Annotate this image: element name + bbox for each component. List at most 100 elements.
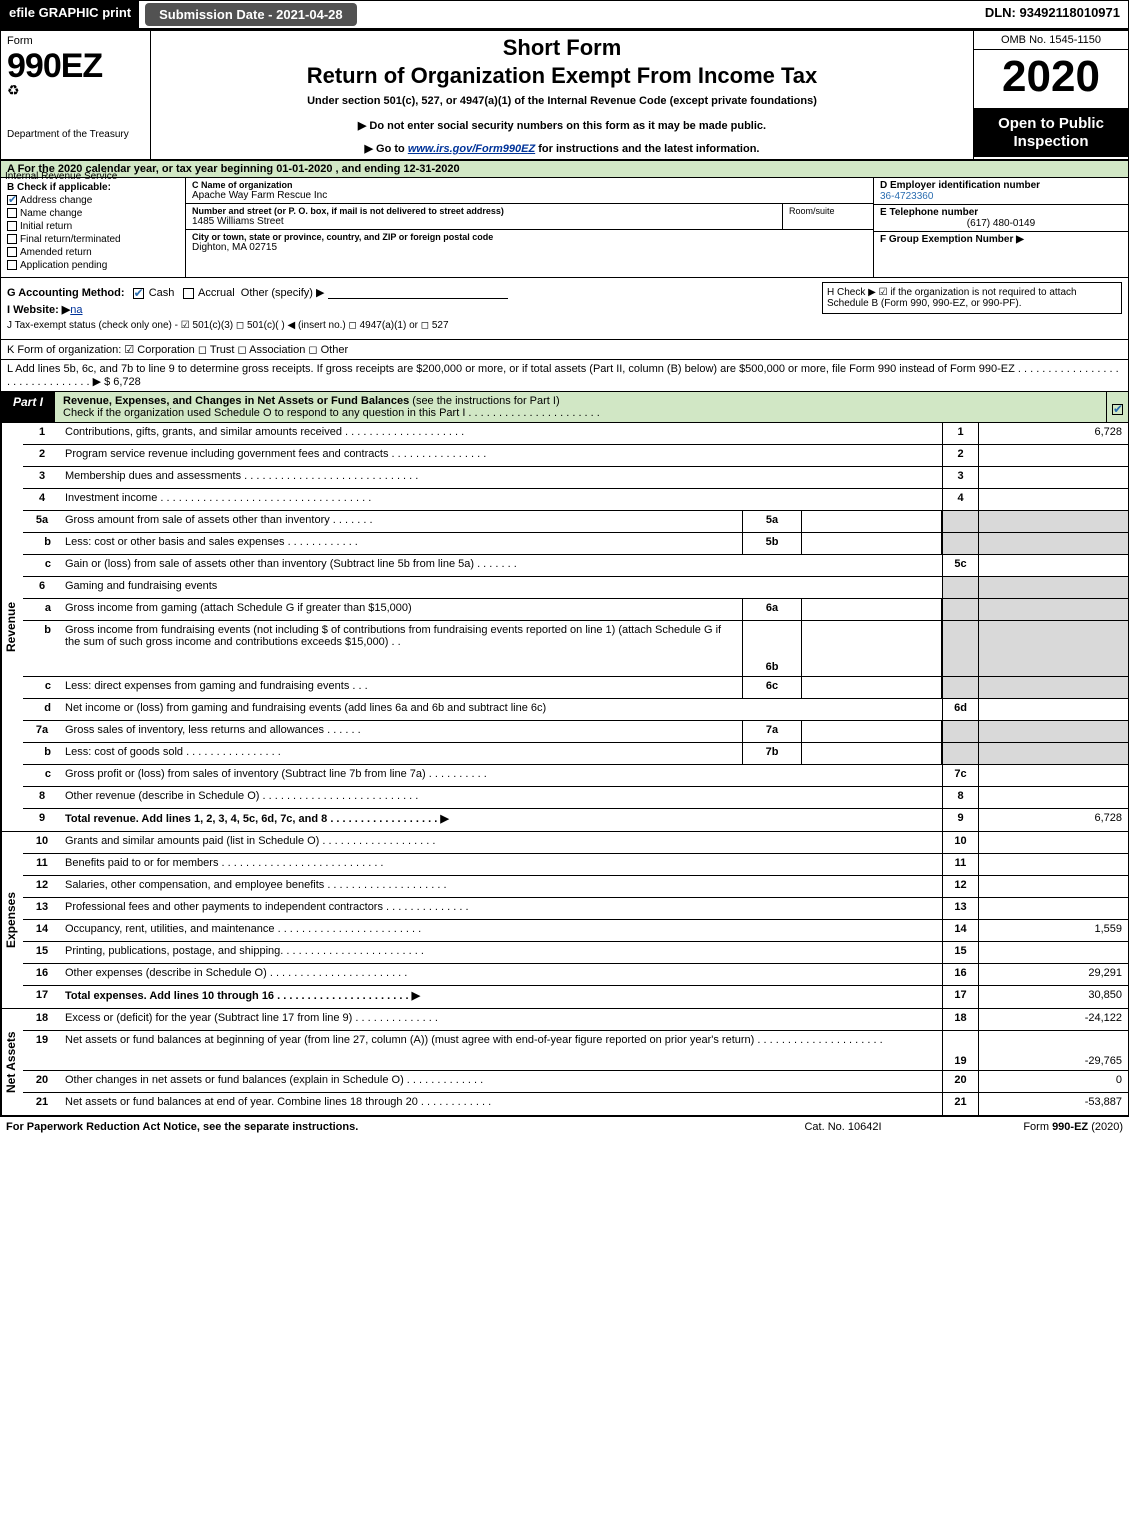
street-cell: Number and street (or P. O. box, if mail…: [186, 204, 783, 229]
line-rn: 6d: [942, 699, 978, 720]
line-amt: -53,887: [978, 1093, 1128, 1115]
expenses-section: Expenses 10 Grants and similar amounts p…: [1, 832, 1128, 1009]
line-rn: 11: [942, 854, 978, 875]
line-rn: 13: [942, 898, 978, 919]
revenue-rows: 1 Contributions, gifts, grants, and simi…: [23, 423, 1128, 831]
chk-cash[interactable]: [133, 288, 144, 299]
line-num: 11: [23, 854, 61, 875]
line-num: 19: [23, 1031, 61, 1070]
org-name: Apache Way Farm Rescue Inc: [192, 190, 867, 201]
entity-right: D Employer identification number 36-4723…: [873, 178, 1128, 277]
line-rn: 16: [942, 964, 978, 985]
phone-cell: E Telephone number (617) 480-0149: [874, 205, 1128, 232]
d-label: D Employer identification number: [880, 180, 1040, 191]
line-amt: [978, 787, 1128, 808]
goto-line: ▶ Go to www.irs.gov/Form990EZ for instru…: [161, 142, 963, 155]
section-b-checkboxes: B Check if applicable: Address change Na…: [1, 178, 186, 277]
chk-accrual[interactable]: [183, 288, 194, 299]
sub-label: 5a: [742, 511, 802, 532]
line-rn: 14: [942, 920, 978, 941]
open-to-public: Open to Public Inspection: [974, 109, 1128, 157]
part-i-tag: Part I: [1, 392, 55, 422]
e-label: E Telephone number: [880, 207, 978, 218]
line-rn: [942, 511, 978, 532]
line-amt: [978, 445, 1128, 466]
print-link[interactable]: print: [102, 5, 131, 20]
sub-label: 7b: [742, 743, 802, 764]
line-num: 12: [23, 876, 61, 897]
form-version: Form 990-EZ (2020): [943, 1121, 1123, 1133]
line-1: 1 Contributions, gifts, grants, and simi…: [23, 423, 1128, 445]
group-exemption-cell: F Group Exemption Number ▶: [874, 232, 1128, 277]
other-specify-line[interactable]: [328, 287, 508, 299]
chk-address-change[interactable]: Address change: [7, 195, 179, 206]
chk-name-change[interactable]: Name change: [7, 208, 179, 219]
chk-final-return[interactable]: Final return/terminated: [7, 234, 179, 245]
expenses-rows: 10 Grants and similar amounts paid (list…: [23, 832, 1128, 1008]
website-link[interactable]: na: [70, 304, 82, 316]
line-desc: Gross profit or (loss) from sales of inv…: [61, 765, 942, 786]
catalog-number: Cat. No. 10642I: [743, 1121, 943, 1133]
line-desc: Occupancy, rent, utilities, and maintena…: [61, 920, 942, 941]
sub-label: 7a: [742, 721, 802, 742]
ein-cell: D Employer identification number 36-4723…: [874, 178, 1128, 205]
city-state-zip: Dighton, MA 02715: [192, 242, 867, 253]
line-amt: [978, 511, 1128, 532]
line-6a: a Gross income from gaming (attach Sched…: [23, 599, 1128, 621]
line-rn: 21: [942, 1093, 978, 1115]
line-7b: b Less: cost of goods sold . . . . . . .…: [23, 743, 1128, 765]
line-21: 21 Net assets or fund balances at end of…: [23, 1093, 1128, 1115]
line-rn: [942, 743, 978, 764]
line-num: 21: [23, 1093, 61, 1115]
page-footer: For Paperwork Reduction Act Notice, see …: [0, 1117, 1129, 1137]
line-num: 6: [23, 577, 61, 598]
line-amt: 1,559: [978, 920, 1128, 941]
line-desc: Gross income from fundraising events (no…: [61, 621, 742, 676]
line-desc: Other expenses (describe in Schedule O) …: [61, 964, 942, 985]
line-desc: Printing, publications, postage, and shi…: [61, 942, 942, 963]
line-desc: Investment income . . . . . . . . . . . …: [61, 489, 942, 510]
line-amt: [978, 721, 1128, 742]
line-3: 3 Membership dues and assessments . . . …: [23, 467, 1128, 489]
irs-link[interactable]: www.irs.gov/Form990EZ: [408, 143, 535, 155]
line-rn: 9: [942, 809, 978, 831]
expenses-side-label: Expenses: [1, 832, 23, 1008]
line-rn: [942, 677, 978, 698]
city-cell: City or town, state or province, country…: [186, 230, 873, 255]
line-5c: c Gain or (loss) from sale of assets oth…: [23, 555, 1128, 577]
line-19: 19 Net assets or fund balances at beginn…: [23, 1031, 1128, 1071]
sub-value: [802, 621, 942, 676]
line-amt: [978, 621, 1128, 676]
line-desc: Membership dues and assessments . . . . …: [61, 467, 942, 488]
top-bar: efile GRAPHIC print Submission Date - 20…: [1, 1, 1128, 31]
part-i-schedule-o-check[interactable]: [1106, 392, 1128, 422]
entity-middle: C Name of organization Apache Way Farm R…: [186, 178, 873, 277]
line-amt: [978, 765, 1128, 786]
line-num: a: [23, 599, 61, 620]
line-desc: Program service revenue including govern…: [61, 445, 942, 466]
chk-application-pending[interactable]: Application pending: [7, 260, 179, 271]
chk-amended-return[interactable]: Amended return: [7, 247, 179, 258]
chk-initial-return[interactable]: Initial return: [7, 221, 179, 232]
entity-block: B Check if applicable: Address change Na…: [1, 178, 1128, 278]
line-amt: 6,728: [978, 423, 1128, 444]
line-rn: 18: [942, 1009, 978, 1030]
net-assets-side-label: Net Assets: [1, 1009, 23, 1115]
line-rn: 20: [942, 1071, 978, 1092]
addr-label: Number and street (or P. O. box, if mail…: [192, 206, 776, 216]
j-tax-exempt-status: J Tax-exempt status (check only one) - ☑…: [7, 320, 1122, 331]
line-amt: [978, 599, 1128, 620]
line-rn: 3: [942, 467, 978, 488]
line-desc: Net assets or fund balances at beginning…: [61, 1031, 942, 1070]
line-amt: 30,850: [978, 986, 1128, 1008]
line-amt: [978, 699, 1128, 720]
line-num: 3: [23, 467, 61, 488]
line-amt: [978, 832, 1128, 853]
line-num: c: [23, 677, 61, 698]
line-desc: Less: cost of goods sold . . . . . . . .…: [61, 743, 742, 764]
line-num: 2: [23, 445, 61, 466]
row-a-tax-year: A For the 2020 calendar year, or tax yea…: [1, 161, 1128, 178]
line-desc: Total expenses. Add lines 10 through 16 …: [61, 986, 942, 1008]
goto-post: for instructions and the latest informat…: [535, 143, 759, 155]
line-desc: Net income or (loss) from gaming and fun…: [61, 699, 942, 720]
